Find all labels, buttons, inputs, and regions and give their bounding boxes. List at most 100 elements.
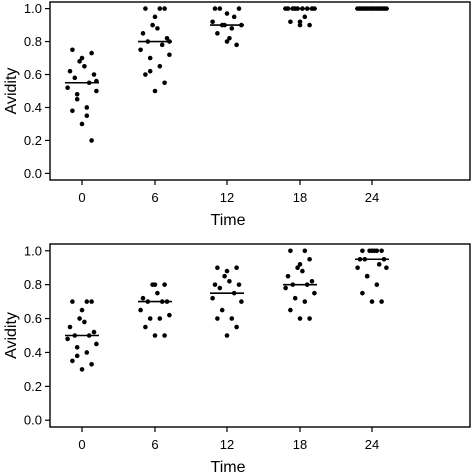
data-point (297, 19, 303, 25)
data-point (212, 282, 218, 287)
y-tick-label: 0.8 (24, 34, 42, 49)
y-tick-label: 0.0 (24, 413, 42, 428)
data-point (157, 316, 163, 321)
data-point (234, 324, 239, 330)
top-scatter-panel: 0.0 0.2 0.4 0.6 0.8 1.0 0 6 12 18 24 Time Avidity (3, 1, 471, 229)
data-point (224, 268, 230, 274)
data-point (229, 316, 235, 321)
y-tick-label: 1.0 (24, 1, 42, 16)
y-axis-title: Avidity (3, 312, 20, 359)
y-axis-title: Avidity (3, 68, 20, 115)
data-point (234, 265, 239, 271)
data-point (222, 273, 227, 279)
data-point (147, 68, 153, 74)
data-point (379, 248, 384, 254)
data-point (231, 14, 237, 20)
data-point (70, 47, 75, 53)
y-tick-label: 0.6 (24, 67, 42, 82)
y-tick-label: 0.4 (24, 100, 42, 115)
data-point (236, 282, 242, 287)
data-point (227, 278, 232, 284)
data-point (309, 278, 315, 284)
x-tick-label: 12 (220, 437, 234, 452)
data-point (65, 85, 70, 91)
data-point (162, 80, 167, 86)
data-point (302, 299, 308, 304)
data-point (143, 72, 148, 77)
data-point (72, 75, 78, 81)
data-point (77, 316, 82, 321)
plot-frame (49, 243, 471, 428)
data-point (285, 273, 291, 279)
data-point (288, 307, 293, 313)
data-point (89, 50, 94, 56)
data-point (292, 295, 298, 301)
data-point (236, 6, 242, 11)
x-tick-label: 24 (365, 190, 379, 205)
data-point (227, 35, 232, 41)
data-point (143, 324, 148, 330)
data-point (302, 248, 308, 254)
data-point (288, 248, 293, 254)
y-tick-label: 0.6 (24, 311, 42, 326)
data-point (89, 299, 94, 304)
data-point (164, 35, 170, 41)
x-tick-label: 6 (151, 190, 158, 205)
y-tick-label: 0.2 (24, 379, 42, 394)
plot-frame (49, 1, 471, 181)
x-axis-title: Time (211, 212, 246, 229)
data-point (376, 262, 382, 267)
data-point (140, 31, 146, 36)
data-point (210, 19, 215, 25)
data-point (65, 336, 70, 342)
data-point (297, 262, 303, 267)
data-point (147, 316, 153, 321)
x-tick-label: 6 (151, 437, 158, 452)
x-tick-label: 18 (293, 190, 307, 205)
data-point (384, 265, 389, 271)
data-point (360, 290, 365, 296)
data-point (157, 6, 163, 11)
data-point (138, 307, 143, 313)
x-tick-label: 0 (78, 437, 85, 452)
data-point (307, 256, 312, 262)
data-point (79, 55, 85, 61)
data-point (217, 285, 223, 291)
data-point (224, 333, 230, 338)
data-point (217, 6, 223, 11)
data-point (143, 6, 148, 11)
data-point (84, 299, 90, 304)
data-point (70, 299, 75, 304)
data-point (355, 265, 360, 271)
data-point (84, 105, 90, 110)
x-tick-label: 12 (220, 190, 234, 205)
data-point (210, 295, 215, 301)
x-tick-label: 0 (78, 190, 85, 205)
data-point (167, 52, 172, 58)
bottom-scatter-panel: 0.0 0.2 0.4 0.6 0.8 1.0 0 6 12 18 24 Time Avidity (3, 243, 471, 474)
y-tick-label: 0.0 (24, 166, 42, 181)
data-point (162, 282, 167, 287)
data-point (70, 108, 75, 114)
data-point (219, 307, 225, 313)
data-point (82, 63, 87, 69)
data-point (77, 59, 82, 64)
data-point (288, 19, 293, 25)
data-point (147, 55, 153, 61)
data-point (79, 367, 85, 372)
data-point (140, 295, 146, 301)
data-point (74, 345, 80, 350)
data-point (212, 6, 218, 11)
data-point (229, 26, 235, 31)
data-point (369, 299, 375, 304)
data-point (74, 91, 80, 97)
data-point (79, 121, 85, 127)
data-point (307, 316, 312, 321)
data-point (360, 248, 365, 254)
data-point (152, 282, 158, 287)
data-point (152, 88, 158, 94)
data-point (239, 299, 244, 304)
data-point (70, 358, 75, 364)
y-tick-label: 0.8 (24, 277, 42, 292)
